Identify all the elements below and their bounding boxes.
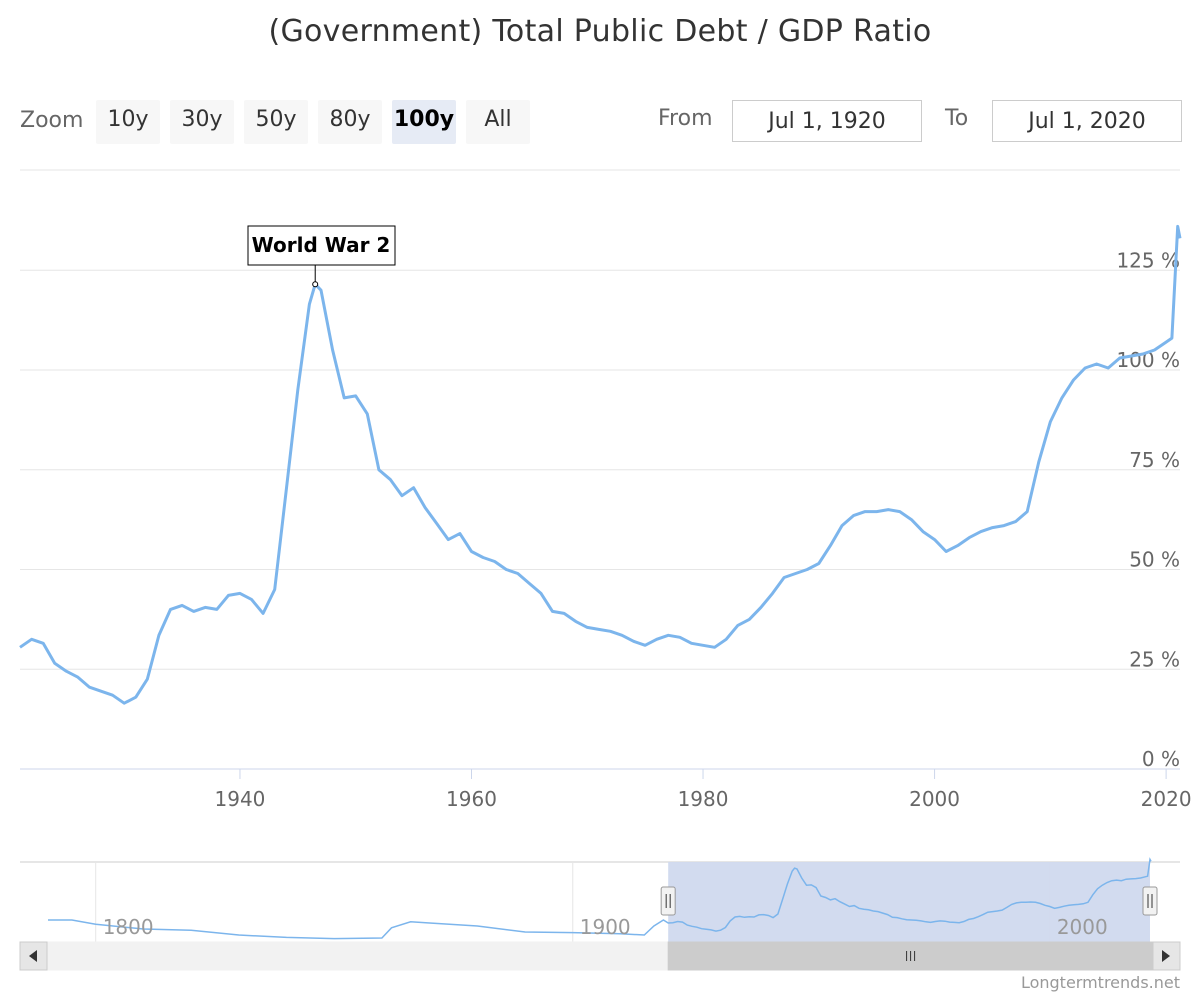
y-axis-labels: 0 %25 %50 %75 %100 %125 % — [1116, 248, 1180, 771]
navigator-left-handle[interactable] — [660, 886, 676, 916]
y-tick-label-125: 125 % — [1116, 248, 1180, 272]
navigator-tick-label-1900: 1900 — [580, 915, 631, 939]
annotation-point-marker — [312, 281, 319, 288]
navigator-tick-label-1800: 1800 — [103, 915, 154, 939]
y-tick-label-25: 25 % — [1129, 647, 1180, 671]
annotation-box — [247, 225, 396, 266]
from-label: From — [658, 106, 713, 131]
scroll-left-arrow-icon — [29, 950, 37, 962]
x-tick-label-1980: 1980 — [678, 787, 729, 811]
navigator-selected-range[interactable] — [668, 862, 1150, 942]
navigator-right-handle[interactable] — [1142, 886, 1158, 916]
x-tick-label-1960: 1960 — [446, 787, 497, 811]
left-handle-body — [660, 886, 676, 916]
zoom-10y-button[interactable]: 10y — [96, 100, 160, 144]
zoom-50y-button[interactable]: 50y — [244, 100, 308, 144]
series-line[interactable] — [19, 224, 1182, 705]
ww2-annotation: World War 2 — [247, 225, 396, 288]
x-axis-ticks — [239, 769, 1167, 779]
x-tick-label-2020: 2020 — [1141, 787, 1192, 811]
credit-link[interactable]: Longtermtrends.net — [1020, 973, 1180, 992]
x-tick-label-1940: 1940 — [215, 787, 266, 811]
scrollbar-grip-icon — [906, 951, 916, 961]
y-tick-label-50: 50 % — [1129, 548, 1180, 572]
annotation-label: World War 2 — [252, 233, 391, 257]
navigator-axis-labels: 1800 1900 2000 — [103, 915, 1108, 939]
to-date-input[interactable] — [992, 100, 1182, 142]
zoom-all-button[interactable]: All — [466, 100, 530, 144]
to-label: To — [945, 106, 969, 131]
navigator-series-line — [48, 857, 1152, 940]
y-grid — [20, 269, 1180, 670]
y-tick-label-75: 75 % — [1129, 448, 1180, 472]
zoom-100y-button[interactable]: 100y — [392, 100, 456, 144]
x-axis-labels: 1940 1960 1980 2000 2020 — [215, 787, 1192, 811]
navigator-tick-label-2000: 2000 — [1057, 915, 1108, 939]
chart-title: (Government) Total Public Debt / GDP Rat… — [268, 14, 932, 49]
x-tick-label-2000: 2000 — [909, 787, 960, 811]
zoom-label: Zoom — [20, 108, 84, 133]
zoom-30y-button[interactable]: 30y — [170, 100, 234, 144]
zoom-80y-button[interactable]: 80y — [318, 100, 382, 144]
y-tick-label-0: 0 % — [1142, 747, 1180, 771]
from-date-input[interactable] — [732, 100, 922, 142]
scroll-right-arrow-icon — [1162, 950, 1170, 962]
right-handle-body — [1142, 886, 1158, 916]
